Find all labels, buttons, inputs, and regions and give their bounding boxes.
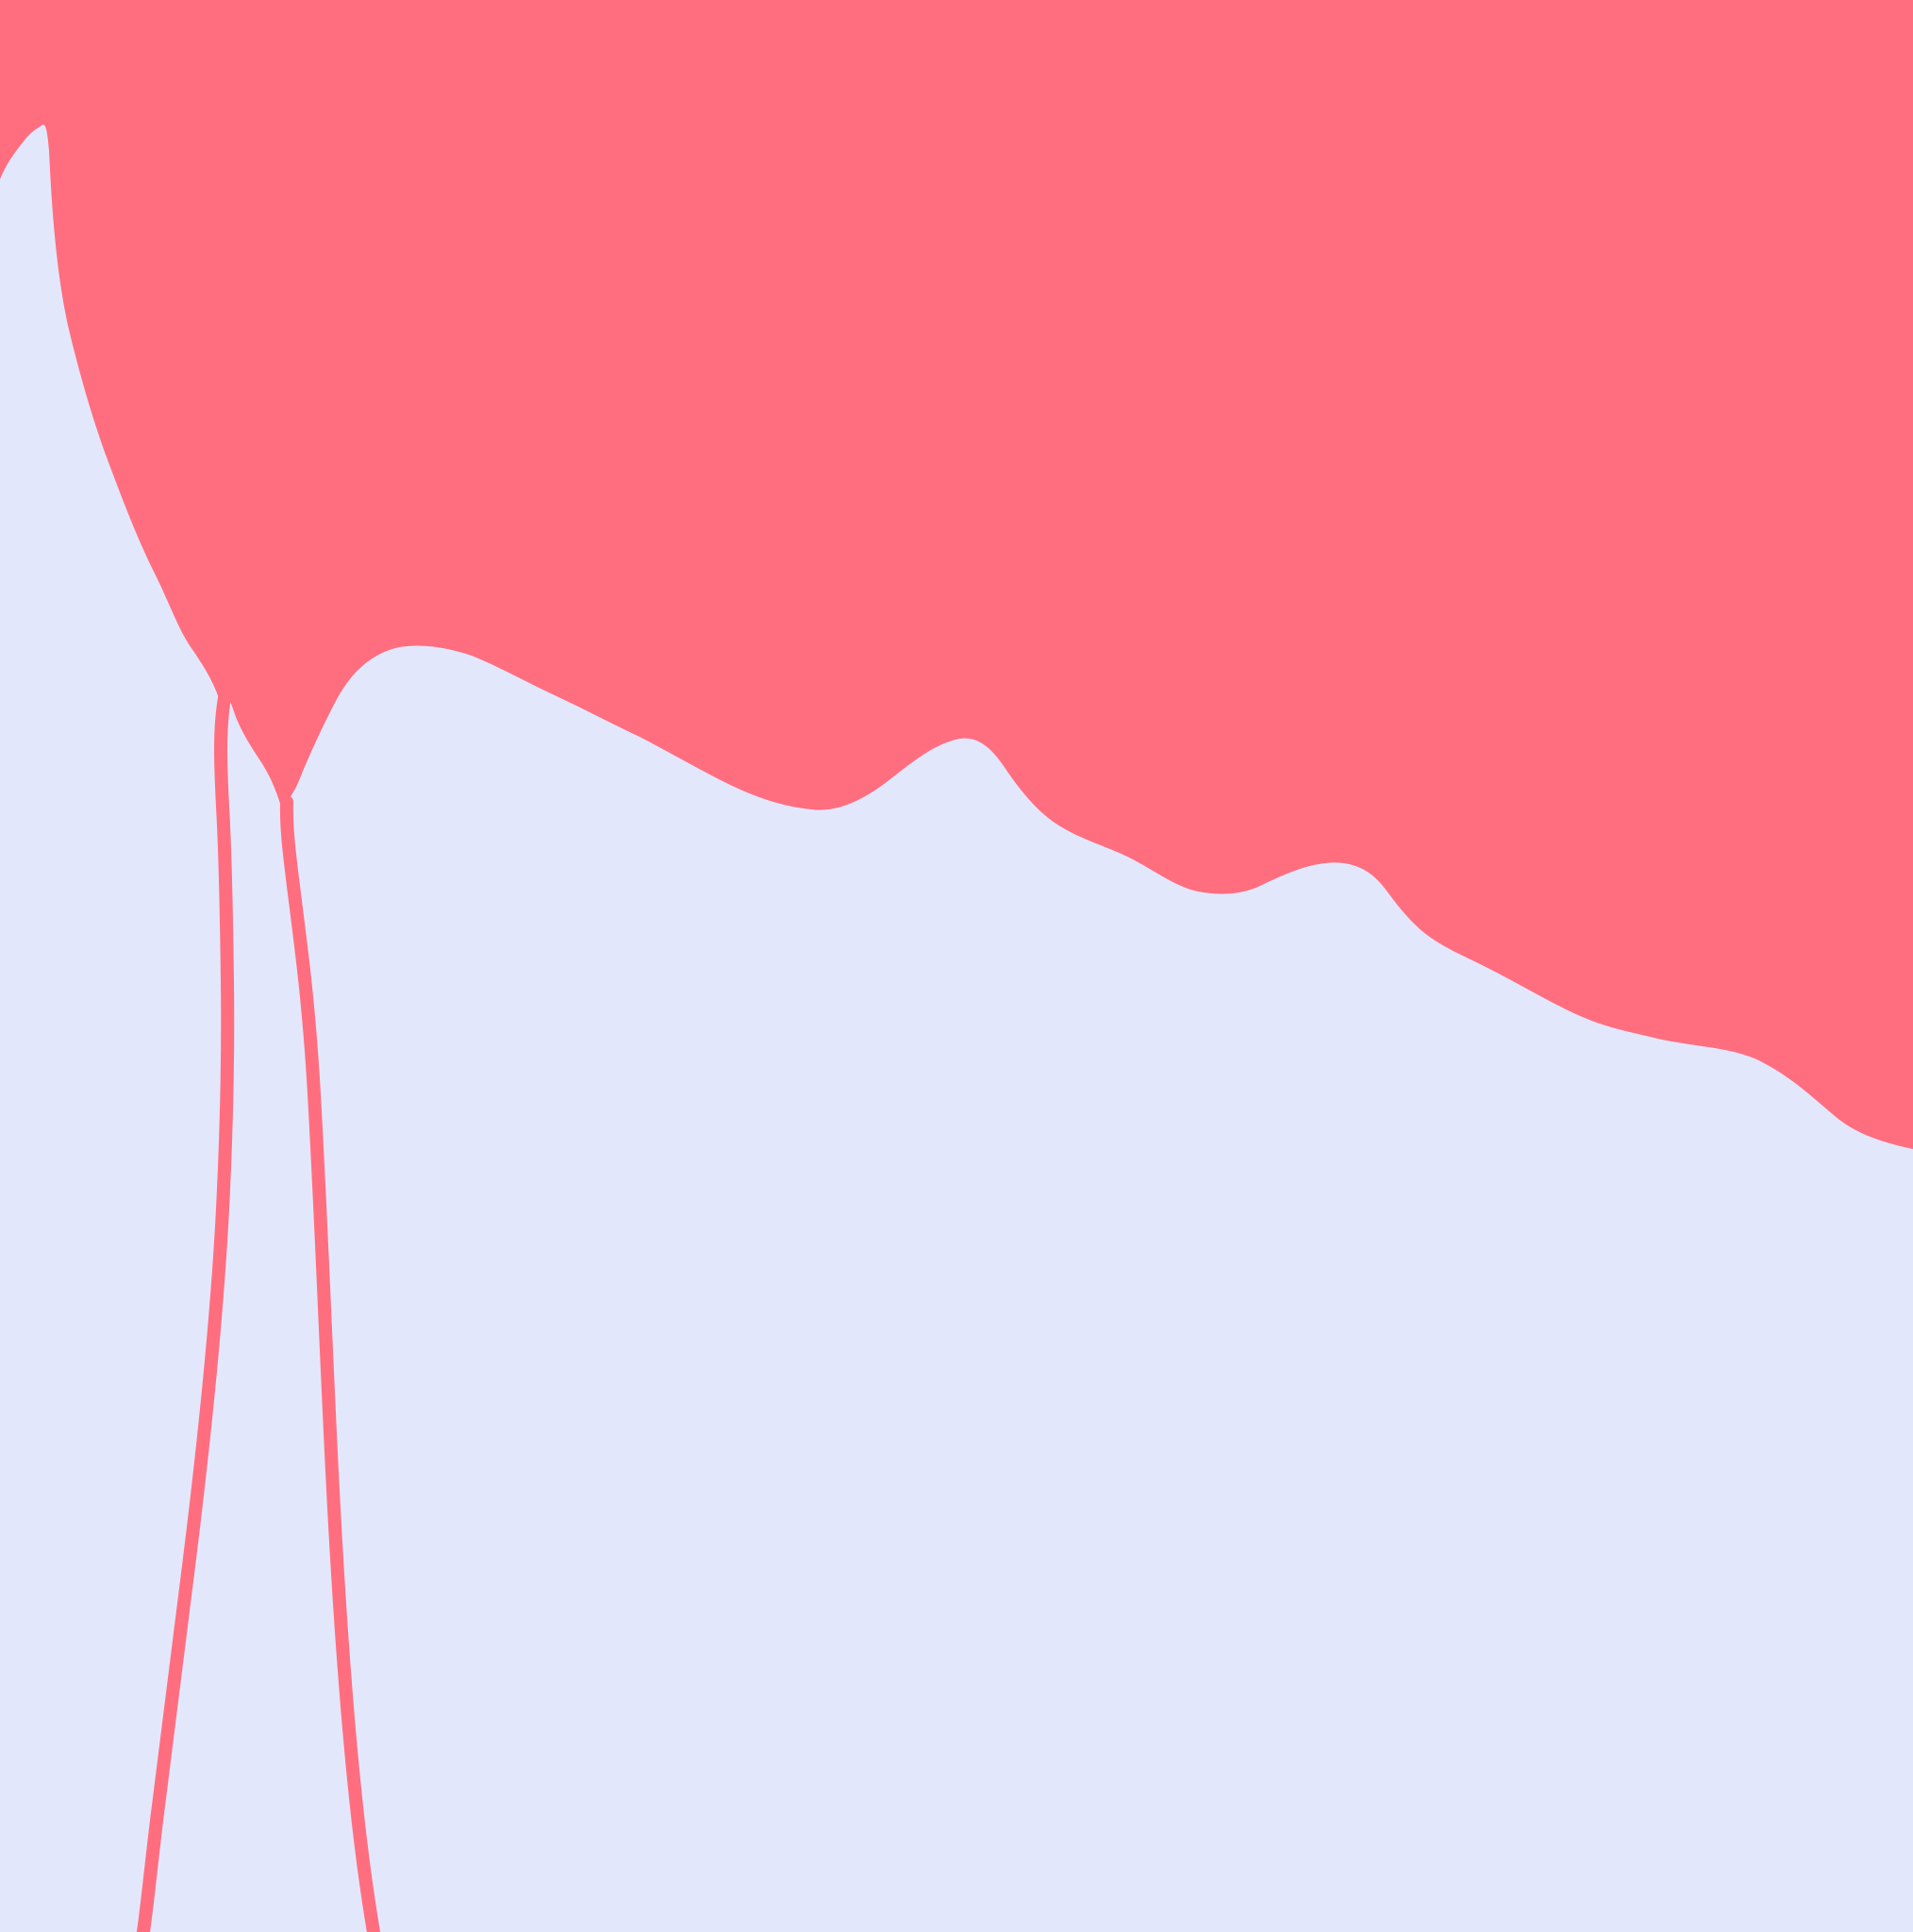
- pink-strand-right: [279, 795, 380, 1932]
- pink-top-region: [0, 0, 1913, 1149]
- pink-strand-left: [137, 691, 235, 1932]
